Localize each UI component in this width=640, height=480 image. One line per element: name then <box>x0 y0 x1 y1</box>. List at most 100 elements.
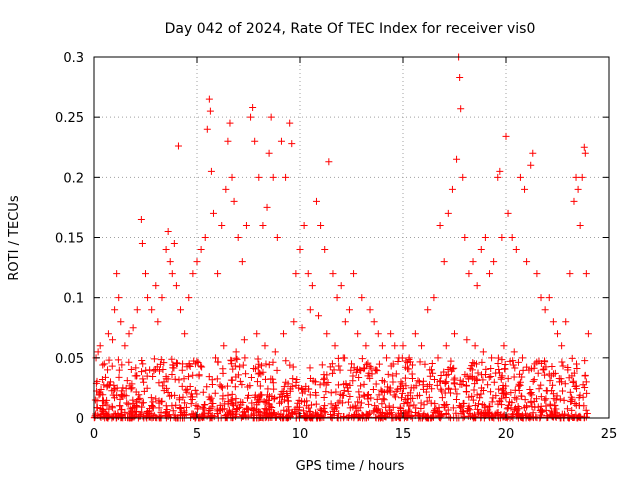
data-point <box>298 324 306 332</box>
noise-point <box>294 399 302 407</box>
noise-point <box>169 364 177 372</box>
noise-point <box>110 386 118 394</box>
noise-point <box>118 361 126 369</box>
noise-point <box>280 387 288 395</box>
noise-point <box>108 362 116 370</box>
noise-point <box>403 399 411 407</box>
noise-point <box>537 360 545 368</box>
data-point <box>222 185 230 193</box>
data-point <box>337 282 345 290</box>
noise-point <box>280 383 288 391</box>
x-tick-label: 10 <box>292 427 309 442</box>
noise-point <box>132 388 140 396</box>
noise-point <box>537 381 545 389</box>
data-point <box>399 342 407 350</box>
data-point <box>296 246 304 254</box>
noise-point <box>289 363 297 371</box>
noise-point <box>230 401 238 409</box>
noise-point <box>237 401 245 409</box>
noise-point <box>133 372 141 380</box>
noise-point <box>355 388 363 396</box>
noise-point <box>460 413 468 421</box>
noise-point <box>231 408 239 416</box>
noise-point <box>288 383 296 391</box>
noise-point <box>501 360 509 368</box>
noise-point <box>256 408 264 416</box>
noise-point <box>355 373 363 381</box>
noise-point <box>327 389 335 397</box>
data-point <box>424 306 432 314</box>
noise-point <box>412 382 420 390</box>
noise-point <box>171 375 179 383</box>
data-point <box>317 221 325 229</box>
data-point <box>100 360 108 368</box>
noise-point <box>459 377 467 385</box>
noise-point <box>349 377 357 385</box>
noise-point <box>152 395 160 403</box>
noise-point <box>405 356 413 364</box>
noise-point <box>391 393 399 401</box>
noise-point <box>340 387 348 395</box>
data-point <box>440 258 448 266</box>
noise-point <box>206 396 214 404</box>
noise-point <box>354 398 362 406</box>
noise-point <box>93 377 101 385</box>
noise-point <box>355 393 363 401</box>
data-point <box>106 378 114 386</box>
noise-point <box>398 389 406 397</box>
data-point <box>494 173 502 181</box>
noise-point <box>149 373 157 381</box>
data-point <box>277 137 285 145</box>
data-point <box>214 270 222 278</box>
data-point <box>456 73 464 81</box>
noise-point <box>456 403 464 411</box>
noise-point <box>358 355 366 363</box>
noise-point <box>303 397 311 405</box>
noise-point <box>357 367 365 375</box>
noise-point <box>144 409 152 417</box>
noise-point <box>302 382 310 390</box>
data-point <box>152 282 160 290</box>
noise-point <box>566 388 574 396</box>
noise-point <box>365 400 373 408</box>
noise-point <box>556 395 564 403</box>
noise-point <box>176 403 184 411</box>
noise-point <box>378 413 386 421</box>
data-point <box>104 330 112 338</box>
noise-point <box>194 405 202 413</box>
noise-point <box>509 361 517 369</box>
data-point <box>345 306 353 314</box>
data-point <box>451 330 458 338</box>
data-point <box>111 306 119 314</box>
noise-point <box>430 376 438 384</box>
noise-point <box>255 407 263 415</box>
noise-point <box>201 401 209 409</box>
noise-point <box>499 386 507 394</box>
noise-point <box>208 399 216 407</box>
noise-point <box>394 358 402 366</box>
noise-point <box>533 395 541 403</box>
noise-point <box>438 387 446 395</box>
noise-point <box>159 382 167 390</box>
noise-point <box>188 395 196 403</box>
noise-point <box>458 380 466 388</box>
noise-point <box>334 381 342 389</box>
noise-point <box>568 354 576 362</box>
noise-point <box>243 405 251 413</box>
noise-point <box>413 392 421 400</box>
noise-point <box>207 413 215 421</box>
noise-point <box>169 407 177 415</box>
data-point <box>121 342 129 350</box>
noise-point <box>480 413 488 421</box>
noise-point <box>280 413 288 421</box>
noise-point <box>123 399 131 407</box>
noise-point <box>523 363 531 371</box>
data-point <box>113 270 121 278</box>
noise-point <box>456 376 464 384</box>
noise-point <box>236 377 244 385</box>
noise-point <box>474 369 482 377</box>
noise-point <box>468 392 476 400</box>
data-point <box>354 330 362 338</box>
data-point <box>578 173 586 181</box>
